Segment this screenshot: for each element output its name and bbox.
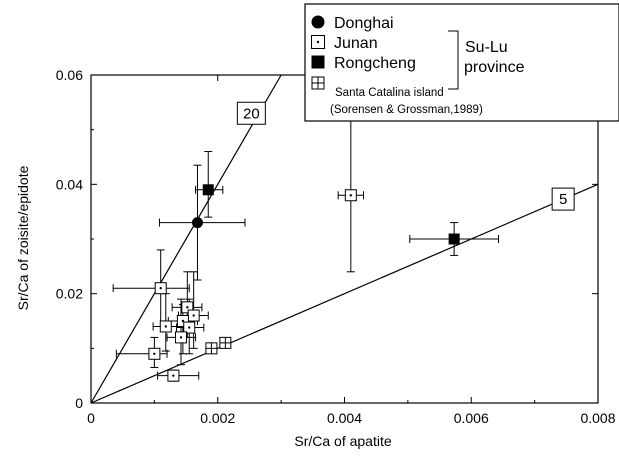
legend-caption-line1: Santa Catalina island — [335, 87, 444, 99]
legend-group-label-line1: Su-Lu — [465, 39, 508, 56]
y-tick-label: 0.02 — [56, 286, 83, 302]
marker-dot — [160, 287, 162, 289]
marker-dot — [188, 326, 190, 328]
reference-line-label: 5 — [559, 191, 567, 208]
marker-dot — [350, 194, 352, 196]
y-tick-label: 0.04 — [56, 176, 83, 192]
marker-shape — [312, 16, 325, 29]
marker-shape — [192, 217, 203, 228]
marker-shape — [449, 234, 460, 245]
marker-shape — [312, 56, 325, 69]
legend-marker-rongcheng — [312, 56, 325, 69]
legend-label-junan: Junan — [334, 35, 378, 52]
data-point-junan — [168, 370, 179, 381]
legend-label-donghai: Donghai — [334, 15, 394, 32]
legend-group-label-line2: province — [464, 59, 525, 76]
marker-dot — [192, 314, 194, 316]
legend-marker-donghai — [312, 16, 325, 29]
data-points — [149, 184, 460, 381]
marker-shape — [203, 184, 214, 195]
y-tick-label: 0 — [75, 395, 83, 411]
legend-marker-junan — [312, 36, 325, 49]
data-point-santa-catalina — [220, 337, 231, 348]
x-tick-label: 0 — [87, 410, 95, 426]
data-point-donghai — [192, 217, 203, 228]
legend-caption-line2: (Sorensen & Grossman,1989) — [330, 104, 483, 116]
data-point-rongcheng — [449, 234, 460, 245]
data-point-junan — [149, 348, 160, 359]
marker-dot — [172, 374, 174, 376]
y-axis-label: Sr/Ca of zoisite/epidote — [15, 165, 31, 310]
data-point-junan — [188, 310, 199, 321]
x-axis-label: Sr/Ca of apatite — [294, 433, 391, 449]
legend-label-rongcheng: Rongcheng — [334, 55, 416, 72]
marker-dot — [186, 306, 188, 308]
data-point-junan — [345, 190, 356, 201]
marker-dot — [165, 325, 167, 327]
data-point-junan — [160, 321, 171, 332]
reference-line-label: 20 — [243, 105, 260, 122]
y-tick-label: 0.06 — [56, 67, 83, 83]
marker-dot — [153, 353, 155, 355]
data-point-santa-catalina — [206, 343, 217, 354]
marker-dot — [317, 41, 319, 43]
data-point-rongcheng — [203, 184, 214, 195]
marker-dot — [180, 336, 182, 338]
x-tick-label: 0.002 — [200, 410, 235, 426]
x-tick-label: 0.004 — [327, 410, 362, 426]
x-tick-label: 0.008 — [580, 410, 615, 426]
data-point-junan — [175, 332, 186, 343]
error-bars — [113, 119, 498, 381]
x-tick-label: 0.006 — [454, 410, 489, 426]
legend: Donghai Junan Rongcheng Su-Lu province San… — [305, 4, 619, 121]
data-point-junan — [155, 283, 166, 294]
legend-marker-santa-catalina — [312, 77, 324, 89]
